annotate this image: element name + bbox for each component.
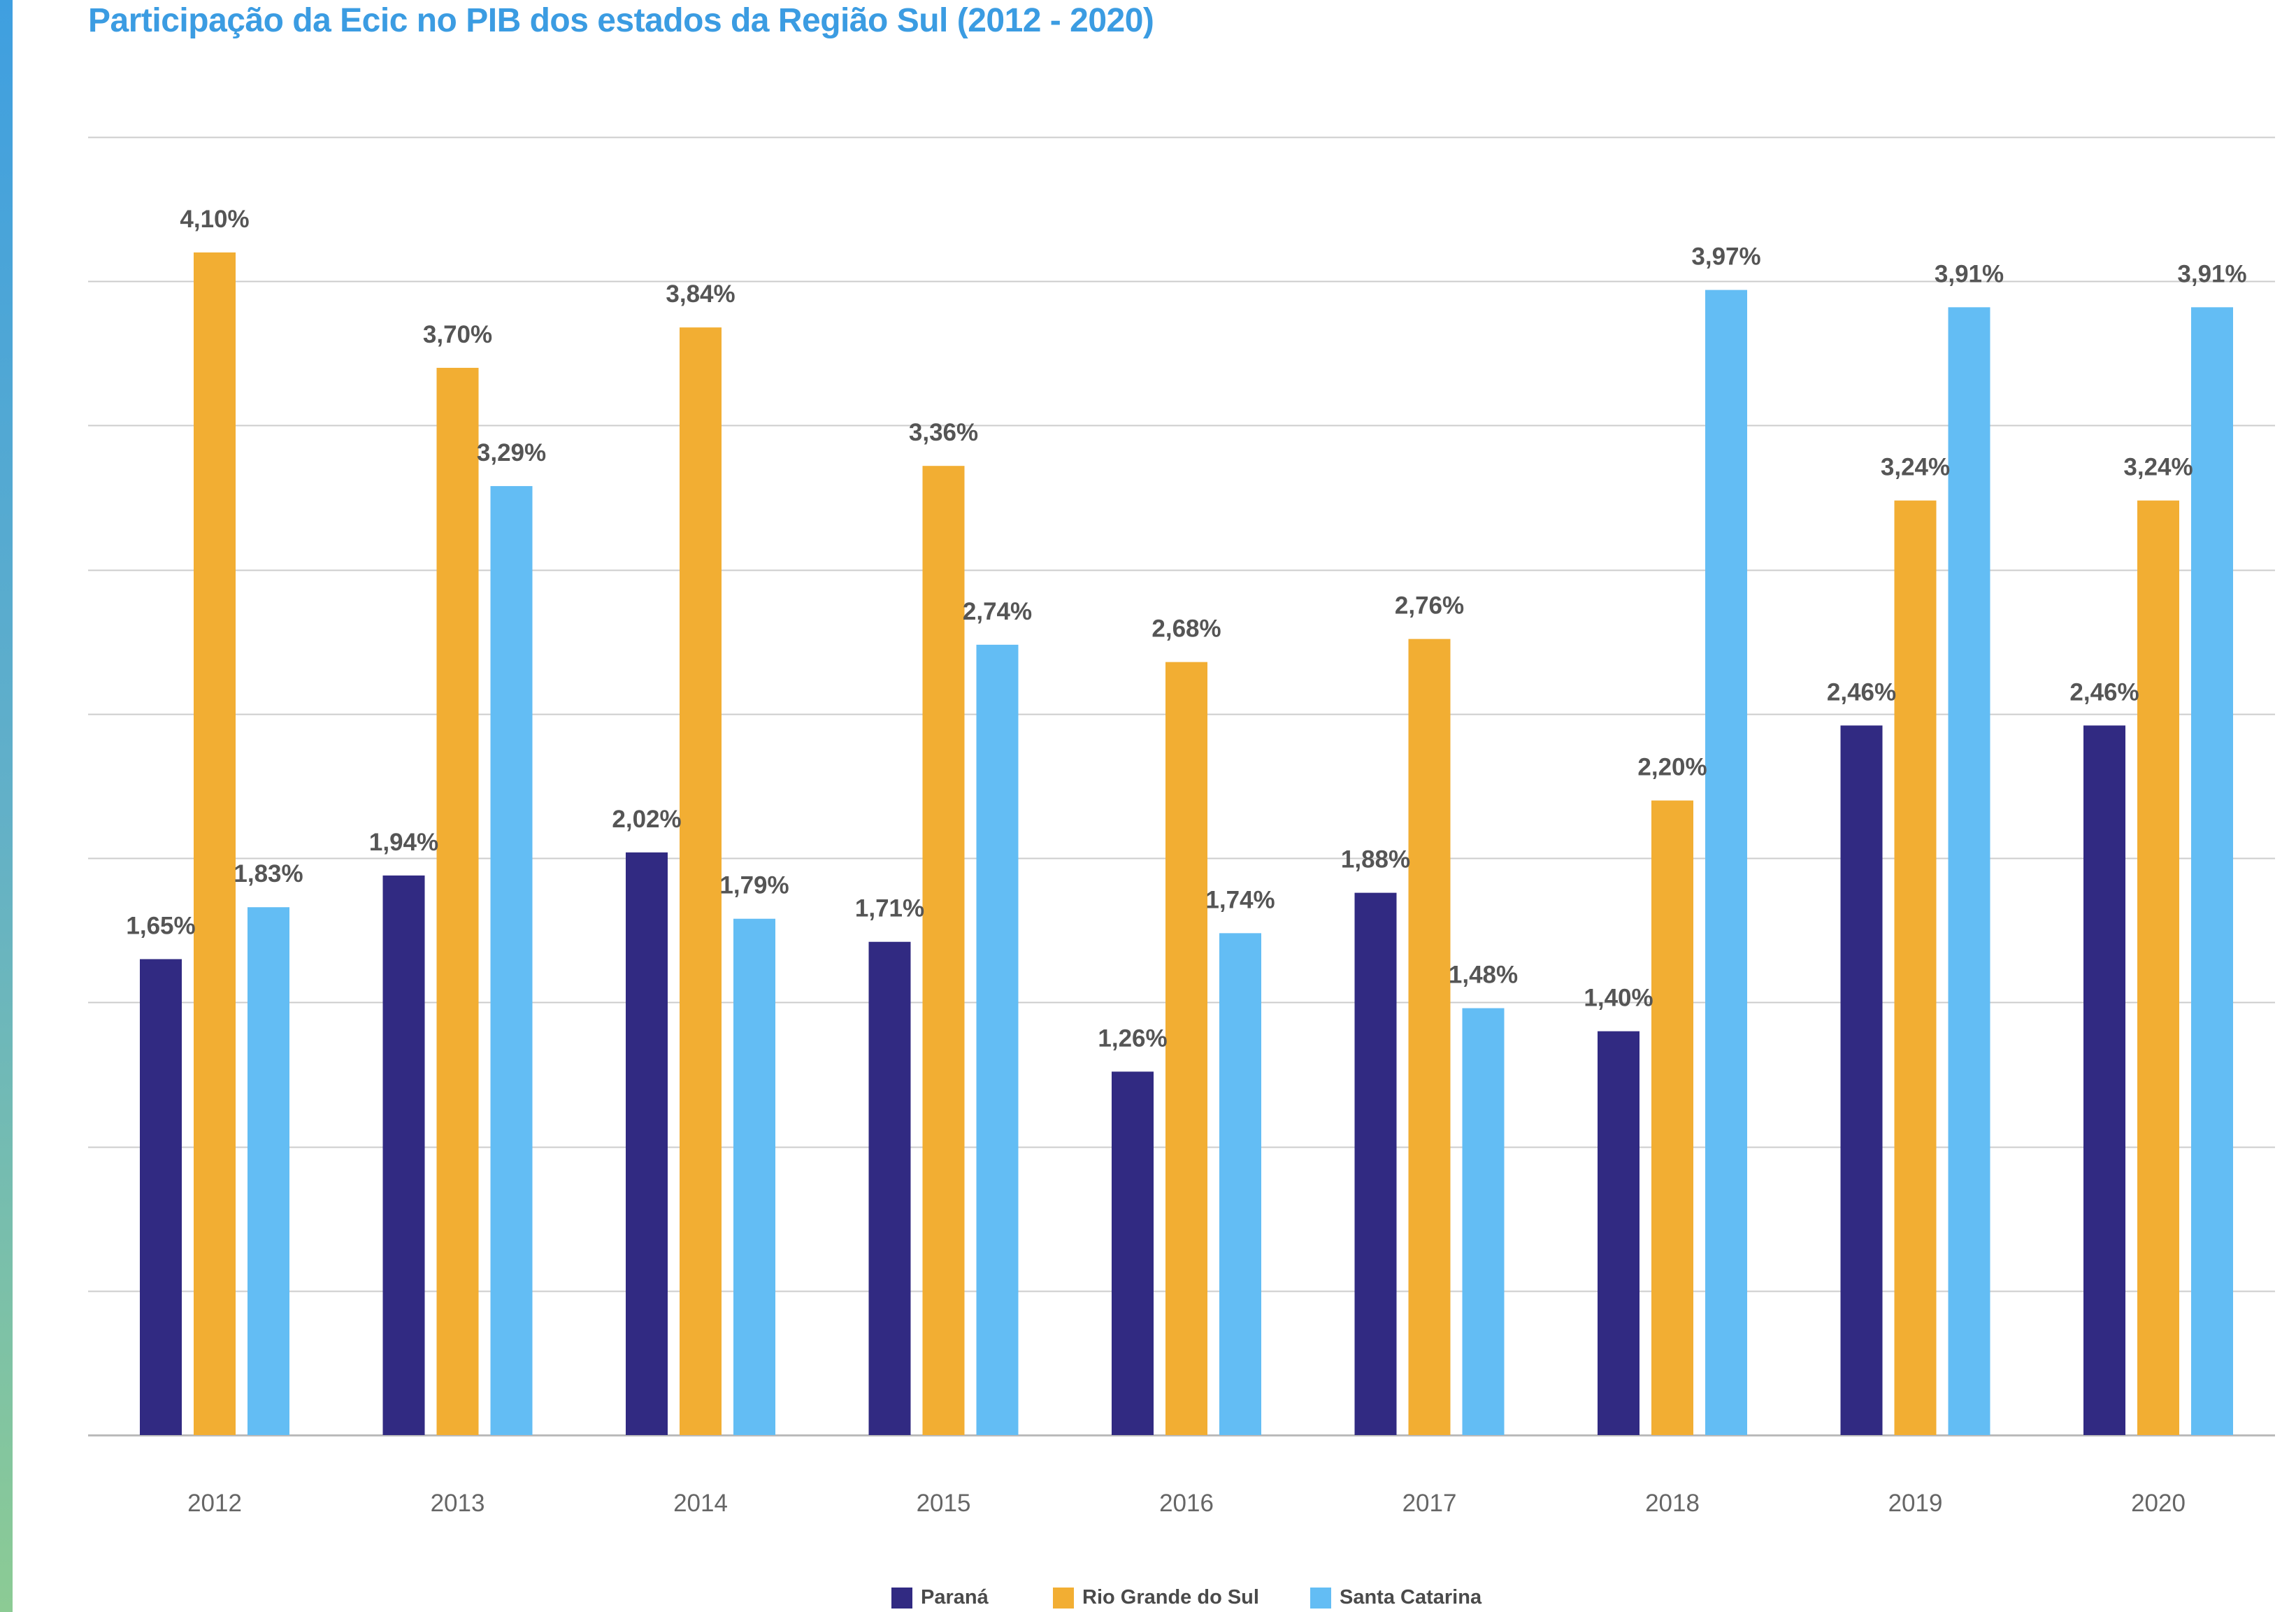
chart-title: Participação da Ecic no PIB dos estados …: [88, 2, 1154, 39]
legend-label-santa-catarina: Santa Catarina: [1340, 1586, 1482, 1609]
legend-label-parana: Paraná: [921, 1586, 989, 1609]
data-labels: 1,65% 4,10% 1,83% 1,94% 3,70% 3,29% 2,02% 3,84%…: [126, 206, 2246, 1052]
bar-santa-catarina-2012: [247, 907, 289, 1435]
data-label-rio-grande-do-sul-2012: 4,10%: [180, 206, 249, 233]
x-tick-label-2013: 2013: [431, 1490, 485, 1517]
bar-parana-2014: [626, 852, 668, 1435]
data-label-parana-2020: 2,46%: [2069, 678, 2139, 706]
data-label-santa-catarina-2019: 3,91%: [1935, 260, 2004, 287]
x-axis-ticks: 2012 2013 2014 2015 2016 2017 2018 2019 2020: [187, 1490, 2186, 1517]
bar-parana-2017: [1354, 892, 1397, 1435]
data-label-santa-catarina-2012: 1,83%: [234, 860, 303, 887]
bar-rio-grande-do-sul-2019: [1894, 500, 1937, 1436]
data-label-santa-catarina-2020: 3,91%: [2177, 260, 2246, 287]
bar-parana-2013: [382, 875, 425, 1435]
data-label-rio-grande-do-sul-2018: 2,20%: [1637, 754, 1707, 781]
legend-item-santa-catarina: Santa Catarina: [1310, 1586, 1481, 1609]
data-label-parana-2014: 2,02%: [612, 806, 681, 833]
bar-santa-catarina-2020: [2191, 307, 2233, 1435]
data-label-parana-2019: 2,46%: [1827, 678, 1896, 706]
bar-santa-catarina-2016: [1219, 933, 1261, 1435]
data-label-parana-2015: 1,71%: [855, 895, 924, 922]
bar-rio-grande-do-sul-2016: [1165, 662, 1207, 1435]
data-label-rio-grande-do-sul-2017: 2,76%: [1395, 592, 1464, 620]
legend-swatch-santa-catarina: [1310, 1587, 1331, 1609]
x-tick-label-2020: 2020: [2131, 1490, 2186, 1517]
legend-item-rio-grande-do-sul: Rio Grande do Sul: [1053, 1586, 1259, 1609]
legend: Paraná Rio Grande do Sul Santa Catarina: [0, 1586, 2296, 1611]
bar-santa-catarina-2014: [733, 918, 775, 1435]
bars: [140, 252, 2233, 1436]
legend-item-parana: Paraná: [891, 1586, 989, 1609]
x-tick-label-2012: 2012: [187, 1490, 242, 1517]
bar-santa-catarina-2019: [1948, 307, 1990, 1435]
bar-rio-grande-do-sul-2013: [436, 367, 479, 1435]
x-tick-label-2014: 2014: [673, 1490, 728, 1517]
bar-santa-catarina-2015: [976, 644, 1019, 1435]
legend-label-rio-grande-do-sul: Rio Grande do Sul: [1082, 1586, 1259, 1609]
bar-rio-grande-do-sul-2018: [1651, 800, 1693, 1435]
bar-rio-grande-do-sul-2012: [194, 252, 236, 1435]
bar-parana-2018: [1598, 1031, 1640, 1435]
bar-rio-grande-do-sul-2014: [680, 327, 722, 1435]
data-label-rio-grande-do-sul-2015: 3,36%: [909, 419, 978, 446]
data-label-rio-grande-do-sul-2020: 3,24%: [2123, 454, 2193, 481]
data-label-santa-catarina-2013: 3,29%: [477, 439, 546, 466]
data-label-santa-catarina-2014: 1,79%: [719, 872, 789, 899]
data-label-parana-2017: 1,88%: [1341, 846, 1410, 873]
side-accent-bar: [0, 0, 13, 1612]
x-tick-label-2015: 2015: [917, 1490, 971, 1517]
bar-rio-grande-do-sul-2020: [2137, 500, 2179, 1436]
data-label-rio-grande-do-sul-2019: 3,24%: [1881, 454, 1950, 481]
bar-parana-2012: [140, 959, 182, 1435]
x-tick-label-2016: 2016: [1159, 1490, 1214, 1517]
bar-rio-grande-do-sul-2015: [922, 466, 965, 1435]
data-label-parana-2013: 1,94%: [369, 829, 438, 856]
legend-swatch-parana: [891, 1587, 912, 1609]
bar-parana-2019: [1840, 725, 1883, 1435]
x-tick-label-2018: 2018: [1645, 1490, 1700, 1517]
bar-parana-2016: [1112, 1071, 1154, 1435]
data-label-santa-catarina-2015: 2,74%: [963, 598, 1032, 625]
bar-parana-2020: [2083, 725, 2125, 1435]
bar-parana-2015: [868, 941, 911, 1435]
x-tick-label-2017: 2017: [1402, 1490, 1457, 1517]
data-label-parana-2012: 1,65%: [126, 912, 195, 939]
data-label-santa-catarina-2018: 3,97%: [1691, 243, 1760, 271]
bar-santa-catarina-2013: [490, 486, 533, 1435]
bar-santa-catarina-2017: [1462, 1008, 1505, 1435]
data-label-rio-grande-do-sul-2016: 2,68%: [1151, 615, 1221, 643]
legend-swatch-rio-grande-do-sul: [1053, 1587, 1074, 1609]
data-label-parana-2018: 1,40%: [1584, 985, 1653, 1012]
x-tick-label-2019: 2019: [1888, 1490, 1943, 1517]
data-label-parana-2016: 1,26%: [1098, 1025, 1167, 1052]
data-label-santa-catarina-2017: 1,48%: [1449, 962, 1518, 989]
data-label-rio-grande-do-sul-2014: 3,84%: [666, 280, 735, 308]
data-label-rio-grande-do-sul-2013: 3,70%: [423, 321, 492, 348]
bar-rio-grande-do-sul-2017: [1408, 639, 1451, 1435]
data-label-santa-catarina-2016: 1,74%: [1205, 886, 1275, 913]
bar-santa-catarina-2018: [1705, 290, 1747, 1435]
